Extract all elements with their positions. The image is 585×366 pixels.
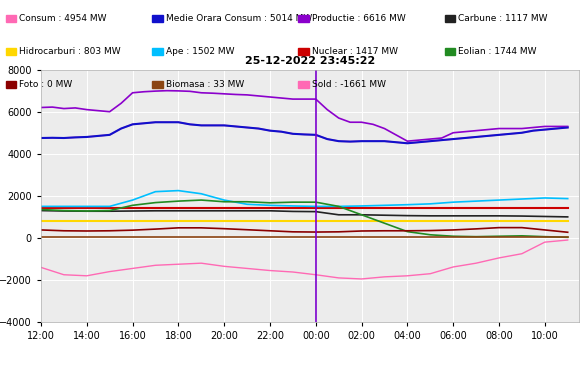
Text: Nuclear : 1417 MW: Nuclear : 1417 MW <box>312 47 398 56</box>
Text: Foto : 0 MW: Foto : 0 MW <box>19 80 73 89</box>
Text: Hidrocarburi : 803 MW: Hidrocarburi : 803 MW <box>19 47 121 56</box>
Text: Sold : -1661 MW: Sold : -1661 MW <box>312 80 386 89</box>
Text: Productie : 6616 MW: Productie : 6616 MW <box>312 14 405 23</box>
Text: Eolian : 1744 MW: Eolian : 1744 MW <box>458 47 536 56</box>
Text: Carbune : 1117 MW: Carbune : 1117 MW <box>458 14 548 23</box>
Text: Consum : 4954 MW: Consum : 4954 MW <box>19 14 107 23</box>
Text: Medie Orara Consum : 5014 MW: Medie Orara Consum : 5014 MW <box>166 14 312 23</box>
Title: 25-12-2022 23:45:22: 25-12-2022 23:45:22 <box>245 56 375 66</box>
Text: Biomasa : 33 MW: Biomasa : 33 MW <box>166 80 244 89</box>
Text: Ape : 1502 MW: Ape : 1502 MW <box>166 47 234 56</box>
